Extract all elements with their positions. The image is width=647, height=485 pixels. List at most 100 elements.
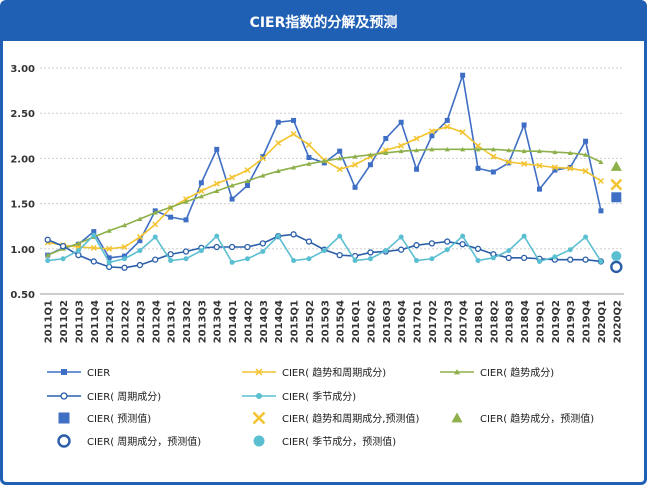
data-point-trend	[183, 199, 189, 204]
x-tick-label: 2015Q3	[320, 300, 331, 343]
data-point-cier	[383, 136, 389, 142]
data-point-trend	[460, 146, 466, 152]
data-point-trend	[337, 155, 343, 161]
x-tick-label: 2018Q2	[489, 300, 500, 343]
data-point-cycle	[459, 241, 466, 248]
data-point-trend	[106, 228, 112, 233]
data-point-cier	[398, 119, 404, 125]
forecast-point-trend-cycle	[610, 178, 623, 191]
data-point-seasonal	[521, 233, 527, 239]
x-tick-label: 2013Q4	[213, 300, 224, 343]
data-point-cier	[214, 146, 220, 152]
data-point-trend_cycle	[152, 221, 159, 228]
data-point-seasonal	[244, 256, 250, 262]
y-tick-label: 1.50	[10, 200, 35, 211]
data-point-trend_cycle	[136, 234, 143, 241]
data-point-trend	[198, 193, 204, 199]
data-point-trend_cycle	[521, 160, 528, 167]
data-point-trend_cycle	[275, 140, 282, 147]
data-point-cycle	[520, 254, 528, 261]
data-point-cycle	[75, 251, 82, 259]
data-point-trend	[475, 146, 481, 152]
legend-marker	[57, 434, 71, 448]
data-point-trend_cycle	[290, 130, 297, 138]
data-point-seasonal	[567, 247, 573, 253]
data-point-cier	[306, 154, 312, 160]
x-tick-label: 2013Q3	[197, 300, 208, 343]
data-point-cier	[275, 119, 281, 125]
x-tick-label: 2017Q4	[459, 300, 470, 343]
data-point-cycle	[505, 254, 512, 261]
data-point-cier	[475, 165, 481, 171]
data-point-cycle	[44, 236, 51, 243]
data-point-trend	[45, 252, 51, 258]
data-point-seasonal	[122, 256, 128, 262]
x-tick-label: 2015Q2	[305, 300, 316, 343]
y-tick-label: 0.50	[10, 290, 35, 301]
x-tick-label: 2015Q4	[336, 300, 347, 343]
data-point-trend	[168, 204, 174, 210]
y-tick-label: 3.00	[10, 64, 35, 75]
data-point-cier	[490, 169, 496, 175]
data-point-seasonal	[291, 258, 297, 264]
data-point-seasonal	[460, 233, 466, 239]
data-point-cycle	[228, 243, 236, 251]
data-point-cier	[291, 117, 297, 123]
data-point-seasonal	[367, 256, 373, 262]
data-point-cier	[122, 253, 128, 259]
data-point-cier	[521, 122, 527, 128]
y-tick-label: 2.50	[10, 109, 35, 120]
data-point-trend	[275, 168, 281, 174]
legend-marker	[60, 392, 68, 400]
data-point-cier	[337, 148, 343, 154]
x-tick-label: 2018Q4	[520, 300, 531, 343]
data-point-trend	[291, 164, 297, 170]
legend-label: CIER( 趋势成分，预测值)	[480, 412, 594, 425]
data-point-seasonal	[137, 248, 143, 254]
data-point-seasonal	[490, 255, 496, 261]
legend-marker	[451, 412, 463, 423]
x-tick-label: 2012Q2	[121, 300, 132, 343]
data-point-cier	[583, 138, 589, 144]
data-point-trend_cycle	[551, 164, 558, 171]
data-point-cycle	[213, 243, 220, 251]
data-point-cycle	[336, 251, 343, 259]
x-tick-label: 2014Q2	[243, 300, 254, 343]
data-point-cycle	[136, 261, 144, 269]
data-point-cier	[552, 167, 558, 173]
data-point-trend_cycle	[336, 166, 343, 173]
x-tick-label: 2014Q4	[274, 300, 285, 343]
legend-marker	[454, 369, 460, 375]
data-point-trend_cycle	[444, 123, 451, 130]
data-point-trend	[152, 210, 158, 215]
x-tick-label: 2013Q2	[182, 300, 193, 343]
data-point-trend	[536, 148, 542, 154]
x-tick-label: 2018Q3	[505, 300, 516, 343]
data-point-cier	[229, 196, 235, 202]
data-point-trend	[352, 154, 358, 159]
data-point-trend	[444, 146, 450, 152]
series-line-cier	[47, 74, 602, 259]
data-point-trend_cycle	[259, 155, 266, 162]
y-tick-label: 2.00	[10, 154, 35, 165]
data-point-cier	[367, 162, 373, 168]
x-tick-label: 2017Q3	[443, 300, 454, 343]
x-tick-label: 2016Q3	[382, 300, 393, 343]
data-point-cycle	[367, 249, 374, 256]
legend-label: CIER( 预测值)	[87, 412, 151, 425]
data-point-cier	[183, 217, 189, 223]
series-line-trend_cycle	[47, 125, 602, 250]
data-point-seasonal	[260, 249, 266, 255]
data-point-trend	[398, 148, 404, 154]
x-tick-label: 2019Q4	[582, 300, 593, 343]
data-point-trend_cycle	[505, 158, 512, 166]
data-point-trend_cycle	[536, 162, 543, 169]
data-point-trend	[583, 152, 589, 157]
data-point-cier	[91, 229, 97, 235]
data-point-seasonal	[275, 233, 281, 239]
forecast-point-cycle	[610, 260, 623, 274]
data-point-trend_cycle	[597, 177, 604, 185]
data-point-trend	[567, 150, 573, 155]
